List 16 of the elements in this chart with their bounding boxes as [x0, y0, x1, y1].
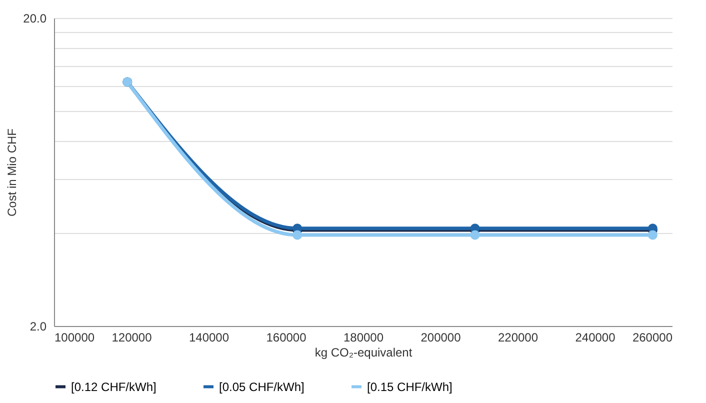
x-tick-label: 220000 [498, 330, 538, 344]
legend-label: [0.12 CHF/kWh] [71, 380, 156, 394]
x-tick-label: 180000 [343, 330, 384, 344]
x-tick-label: 260000 [632, 330, 673, 344]
legend-label: [0.15 CHF/kWh] [367, 380, 452, 394]
x-tick-label: 160000 [266, 330, 307, 344]
x-tick-label: 120000 [112, 330, 152, 344]
x-tick-label: 140000 [188, 330, 230, 344]
x-axis-title: kg CO₂-equivalent [314, 346, 413, 360]
y-axis-title: Cost in Mio CHF [5, 128, 20, 217]
x-tick-label: 200000 [420, 330, 462, 344]
legend-label: [0.05 CHF/kWh] [219, 380, 304, 394]
y-tick-label: 20.0 [23, 12, 47, 26]
y-tick-label: 2.0 [30, 320, 47, 334]
x-tick-label: 240000 [575, 330, 616, 344]
x-tick-label: 100000 [54, 330, 95, 344]
